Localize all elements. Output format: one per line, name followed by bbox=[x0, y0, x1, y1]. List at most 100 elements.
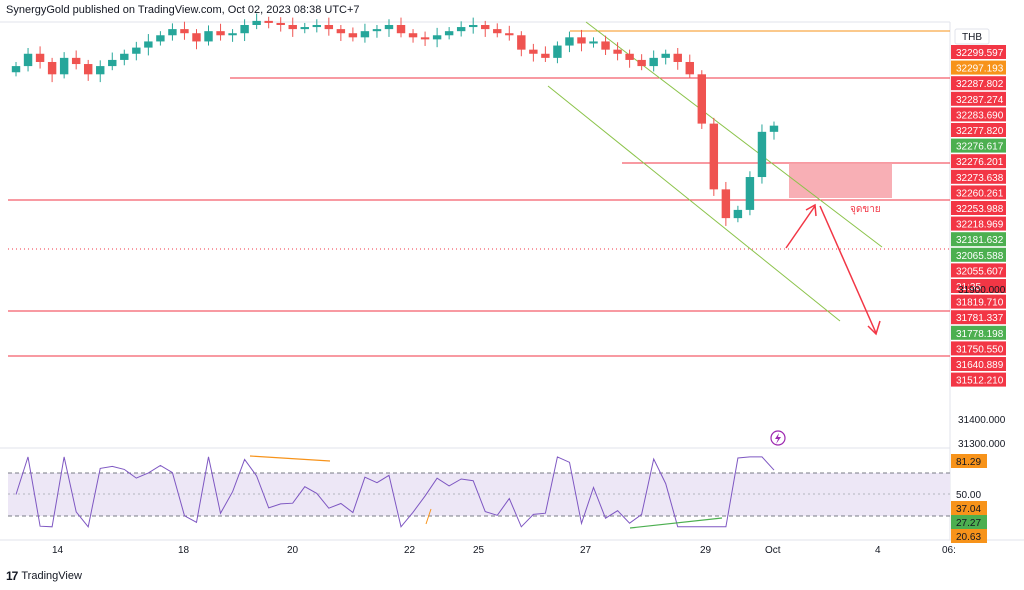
lightning-icon[interactable] bbox=[770, 430, 786, 446]
price-label-tag bbox=[951, 263, 1006, 278]
time-tick-label: 06: bbox=[942, 545, 956, 556]
candle-body bbox=[685, 61, 694, 75]
candle-body bbox=[517, 35, 526, 50]
rsi-line bbox=[15, 456, 775, 528]
price-label-value: 31819.710 bbox=[956, 298, 1004, 309]
candle-body bbox=[300, 27, 309, 30]
brand-footer[interactable]: 17 TradingView bbox=[6, 569, 82, 583]
price-label-value: 32273.638 bbox=[956, 173, 1004, 184]
candle-body bbox=[661, 53, 670, 58]
arrow-down-leg bbox=[819, 205, 877, 334]
rsi-divergence-bottom bbox=[629, 517, 723, 529]
candle-body bbox=[577, 37, 586, 44]
candlestick-series bbox=[11, 13, 779, 226]
candle-body bbox=[47, 61, 57, 75]
candle-body bbox=[408, 33, 418, 38]
price-label-tag bbox=[951, 123, 1006, 137]
price-label-value: 32218.969 bbox=[956, 220, 1004, 231]
candle-body bbox=[541, 53, 550, 58]
candle-body bbox=[23, 53, 33, 67]
time-tick-label: 20 bbox=[287, 545, 299, 556]
rsi-label-value: 20.63 bbox=[956, 532, 981, 543]
rsi-label-column: 81.29 50.00 37.04 27.27 20.63 bbox=[951, 454, 987, 543]
price-label-value: 32260.261 bbox=[956, 188, 1004, 199]
rsi-label-tag bbox=[951, 501, 987, 515]
price-label-value: 32253.988 bbox=[956, 204, 1004, 215]
candle-body bbox=[757, 131, 767, 178]
candle-body bbox=[180, 29, 189, 34]
candle-body bbox=[745, 177, 755, 210]
rsi-label-tag bbox=[951, 529, 987, 543]
candle-body bbox=[396, 25, 406, 34]
candle-body bbox=[288, 25, 297, 30]
price-label-tag bbox=[951, 185, 1006, 200]
candle-body bbox=[35, 53, 45, 62]
arrow-up-leg bbox=[785, 205, 816, 249]
candle-body bbox=[252, 20, 261, 25]
price-label-value: 31512.210 bbox=[956, 376, 1004, 387]
time-axis: 14 18 20 22 25 27 29 Oct 4 06: bbox=[52, 545, 956, 556]
price-label-value: 31781.337 bbox=[956, 313, 1004, 324]
candle-body bbox=[312, 25, 322, 28]
candle-body bbox=[360, 31, 370, 38]
time-tick-label: 27 bbox=[580, 545, 592, 556]
price-label-tag bbox=[951, 357, 1006, 371]
candle-body bbox=[456, 27, 466, 32]
price-label-tag bbox=[951, 372, 1006, 387]
candle-body bbox=[204, 31, 213, 42]
price-label-value: 32277.820 bbox=[956, 126, 1004, 137]
price-label-value: 32055.607 bbox=[956, 266, 1004, 277]
candle-body bbox=[156, 35, 165, 42]
rsi-label-tag bbox=[951, 515, 987, 529]
candle-body bbox=[264, 20, 273, 23]
price-label-tag bbox=[951, 310, 1006, 325]
price-tick: 31300.000 bbox=[958, 439, 1006, 450]
candle-body bbox=[192, 33, 201, 42]
candle-body bbox=[613, 49, 622, 54]
candle-body bbox=[372, 29, 382, 32]
candle-body bbox=[721, 189, 731, 219]
candle-body bbox=[96, 66, 105, 75]
candle-body bbox=[553, 45, 562, 58]
price-label-tag bbox=[951, 216, 1006, 231]
candle-body bbox=[444, 31, 454, 36]
rsi-label-value: 27.27 bbox=[956, 518, 981, 529]
arrow-head-bottom bbox=[867, 320, 881, 336]
currency-badge[interactable]: THB bbox=[954, 28, 990, 45]
rsi-label-tag bbox=[951, 454, 987, 468]
sell-zone[interactable] bbox=[789, 163, 892, 198]
channel-upper-line[interactable] bbox=[585, 21, 883, 248]
price-label-tag bbox=[951, 341, 1006, 356]
publisher-line: SynergyGold published on TradingView.com… bbox=[6, 4, 360, 16]
price-label-tag bbox=[951, 107, 1006, 122]
candle-body bbox=[697, 74, 707, 124]
candle-body bbox=[601, 41, 610, 50]
time-tick-label: 14 bbox=[52, 545, 64, 556]
candle-body bbox=[336, 29, 346, 34]
price-label-value: 32299.597 bbox=[956, 48, 1004, 59]
price-label-tag bbox=[951, 154, 1006, 169]
price-label-value: 31778.198 bbox=[956, 329, 1004, 340]
candle-body bbox=[733, 209, 743, 219]
price-label-tag bbox=[951, 247, 1006, 262]
price-label-tag bbox=[951, 232, 1006, 247]
candle-body bbox=[649, 57, 658, 67]
price-label-tag bbox=[951, 138, 1006, 153]
price-label-value: 32287.274 bbox=[956, 95, 1004, 106]
candle-body bbox=[240, 25, 249, 34]
candle-body bbox=[481, 25, 490, 30]
channel-lower-line[interactable] bbox=[547, 85, 841, 322]
svg-text:THB: THB bbox=[962, 32, 982, 43]
candle-body bbox=[589, 41, 598, 44]
candle-body bbox=[709, 123, 719, 190]
price-label-value: 32287.802 bbox=[956, 79, 1004, 90]
price-label-tag bbox=[951, 325, 1006, 340]
rsi-label-value: 37.04 bbox=[956, 504, 981, 515]
candle-body bbox=[468, 25, 478, 28]
candle-body bbox=[228, 33, 237, 36]
candle-body bbox=[324, 25, 334, 30]
candle-body bbox=[276, 22, 285, 25]
price-label-value: 21:35 bbox=[956, 282, 981, 293]
time-tick-label: 29 bbox=[700, 545, 712, 556]
